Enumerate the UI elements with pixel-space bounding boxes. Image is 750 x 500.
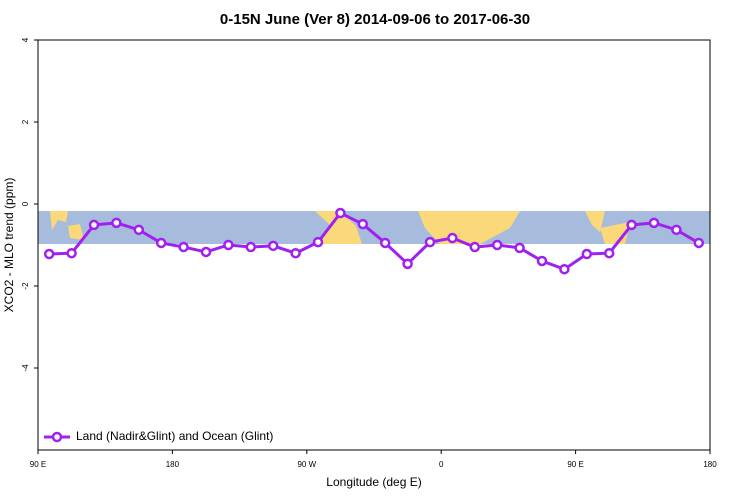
y-tick-label: -2 xyxy=(21,282,30,290)
data-point xyxy=(693,237,705,249)
x-tick-label: 0 xyxy=(439,460,444,469)
data-point xyxy=(559,263,570,275)
land xyxy=(585,211,605,232)
x-tick-label: 90 E xyxy=(567,460,583,469)
data-point xyxy=(200,246,212,258)
data-point xyxy=(223,239,234,251)
data-point xyxy=(133,224,145,236)
data-point xyxy=(88,219,100,231)
legend-marker xyxy=(51,431,63,443)
y-axis-label: XCO2 - MLO trend (ppm) xyxy=(2,178,16,313)
data-point xyxy=(267,240,279,252)
data-point xyxy=(491,239,503,251)
data-point xyxy=(671,224,682,236)
data-point xyxy=(379,237,391,249)
data-point xyxy=(155,237,167,249)
legend-label: Land (Nadir&Glint) and Ocean (Glint) xyxy=(76,429,273,443)
data-point xyxy=(111,217,122,229)
data-point xyxy=(581,248,593,260)
data-point xyxy=(603,247,615,259)
data-point xyxy=(424,236,436,248)
data-point xyxy=(402,258,413,270)
x-tick-label: 90 E xyxy=(30,460,46,469)
data-point xyxy=(245,241,257,253)
y-tick-label: 2 xyxy=(21,119,30,124)
data-point xyxy=(648,217,660,229)
data-point xyxy=(447,232,458,244)
y-tick-label: -4 xyxy=(21,364,30,372)
data-point xyxy=(536,255,548,267)
land xyxy=(50,211,68,230)
data-point xyxy=(290,247,301,259)
x-axis-label: Longitude (deg E) xyxy=(326,475,421,489)
y-tick-label: 0 xyxy=(21,201,30,206)
data-point xyxy=(312,236,324,248)
y-tick-label: 4 xyxy=(21,37,30,42)
data-point xyxy=(514,242,525,254)
land xyxy=(315,211,362,244)
chart-title: 0-15N June (Ver 8) 2014-09-06 to 2017-06… xyxy=(220,11,530,28)
plot-frame xyxy=(37,39,711,451)
data-point xyxy=(626,219,637,231)
data-point xyxy=(335,207,346,219)
x-tick-label: 90 W xyxy=(297,460,316,469)
land xyxy=(68,224,84,240)
x-tick-label: 180 xyxy=(166,460,180,469)
land xyxy=(418,211,520,244)
legend: Land (Nadir&Glint) and Ocean (Glint) xyxy=(44,429,273,443)
map-background xyxy=(38,211,710,244)
data-point xyxy=(357,218,369,230)
data-point xyxy=(43,248,55,260)
x-tick-label: 180 xyxy=(703,460,717,469)
data-point xyxy=(66,247,77,259)
data-point xyxy=(178,241,189,253)
data-point xyxy=(469,241,481,253)
